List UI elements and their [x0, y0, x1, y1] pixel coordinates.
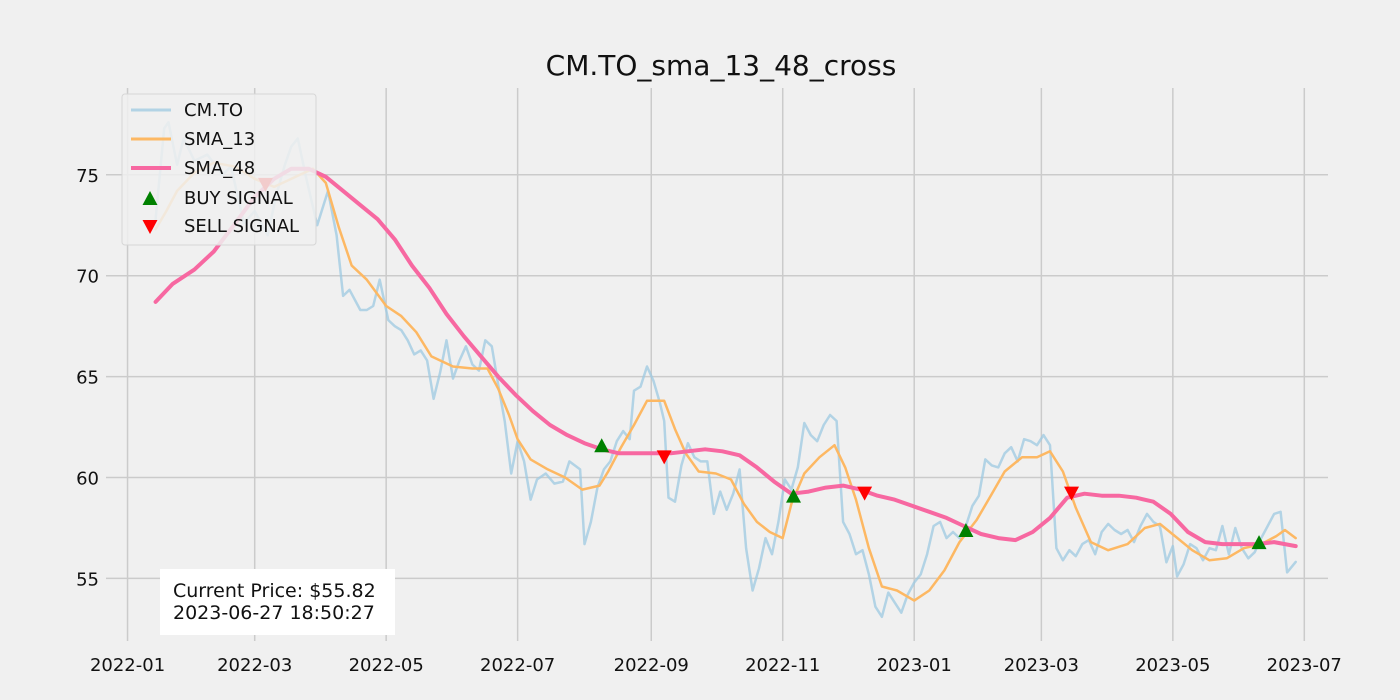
- x-tick-label: 2022-01: [90, 655, 165, 676]
- legend-buy-marker-icon: [142, 191, 158, 205]
- price-annotation: Current Price: $55.82 2023-06-27 18:50:2…: [160, 569, 395, 635]
- buy-signal-marker: [958, 522, 974, 537]
- sell-signal-marker: [857, 486, 873, 501]
- x-tick-label: 2023-07: [1267, 655, 1342, 676]
- buy-signal-marker: [594, 438, 610, 453]
- legend-label-sma-13: SMA_13: [184, 129, 255, 150]
- grid: [106, 88, 1328, 641]
- x-tick-label: 2023-01: [877, 655, 952, 676]
- series-line-sma-13: [154, 161, 1297, 602]
- y-axis-ticks: 55 60 65 70 75: [76, 166, 99, 591]
- x-tick-label: 2022-07: [480, 655, 555, 676]
- buy-signal-marker: [1251, 535, 1267, 550]
- legend-sell-marker-icon: [142, 220, 158, 234]
- legend-label-cm-to: CM.TO: [184, 100, 243, 121]
- x-tick-label: 2022-11: [745, 655, 820, 676]
- legend-label-buy-signal: BUY SIGNAL: [184, 188, 293, 209]
- sell-signal-marker: [656, 450, 672, 465]
- x-tick-label: 2022-09: [614, 655, 689, 676]
- legend-label-sell-signal: SELL SIGNAL: [184, 216, 299, 237]
- buy-signal-marker: [786, 488, 802, 503]
- series-lines: [153, 121, 1298, 619]
- sell-signal-marker: [1064, 486, 1080, 501]
- y-tick-label: 65: [76, 368, 99, 389]
- chart-title: CM.TO_sma_13_48_cross: [546, 49, 897, 82]
- legend-label-sma-48: SMA_48: [184, 158, 255, 179]
- current-price-text: Current Price: $55.82: [173, 580, 376, 602]
- legend-box: [121, 93, 317, 246]
- x-tick-label: 2023-05: [1135, 655, 1210, 676]
- x-axis-ticks: 2022-01 2022-03 2022-05 2022-07 2022-09 2022-…: [90, 655, 1342, 676]
- series-line-cm-to: [154, 121, 1297, 619]
- x-tick-label: 2022-03: [217, 655, 292, 676]
- series-line-sma-48: [153, 166, 1298, 549]
- y-tick-label: 60: [76, 469, 99, 490]
- timestamp-text: 2023-06-27 18:50:27: [173, 602, 375, 624]
- y-tick-label: 75: [76, 166, 99, 187]
- y-tick-label: 70: [76, 267, 99, 288]
- y-tick-label: 55: [76, 569, 99, 590]
- x-tick-label: 2023-03: [1004, 655, 1079, 676]
- legend: CM.TO SMA_13 SMA_48 BUY SIGNAL SELL SIGN…: [121, 93, 317, 246]
- x-tick-label: 2022-05: [349, 655, 424, 676]
- price-annotation-box: [160, 569, 395, 635]
